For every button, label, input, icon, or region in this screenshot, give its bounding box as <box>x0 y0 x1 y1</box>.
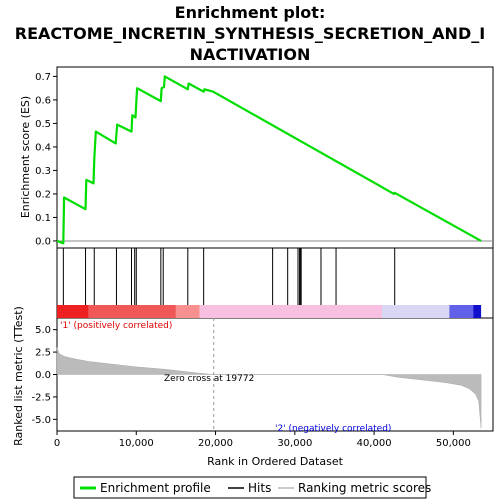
rank-color-band <box>473 305 482 318</box>
rank-color-band <box>199 305 383 318</box>
x-axis: 0 10,000 20,000 30,000 40,000 50,000 <box>54 431 471 449</box>
rank-color-band <box>88 305 176 318</box>
x-tick-label: 30,000 <box>277 438 312 449</box>
x-tick-label: 0 <box>54 438 60 449</box>
x-tick-label: 20,000 <box>198 438 233 449</box>
x-axis-label: Rank in Ordered Dataset <box>207 455 344 468</box>
rank-color-band <box>382 305 450 318</box>
positive-correlation-label: '1' (positively correlated) <box>60 321 172 331</box>
es-y-tick-label: 0.2 <box>35 189 51 200</box>
zero-cross-label: Zero cross at 19772 <box>164 374 254 384</box>
x-tick-label: 10,000 <box>119 438 154 449</box>
es-panel: 0.0 0.1 0.2 0.3 0.4 0.5 0.6 0.7 <box>35 72 493 247</box>
rank-color-band <box>175 305 200 318</box>
ranking-metric-area <box>56 347 482 429</box>
metric-y-tick-label: 5.0 <box>35 325 51 336</box>
enrichment-profile-line <box>56 75 482 245</box>
es-y-tick-label: 0.3 <box>35 166 51 177</box>
metric-y-axis-label: Ranked list metric (TTest) <box>12 306 25 446</box>
chart-title-line-2: REACTOME_INCRETIN_SYNTHESIS_SECRETION_AN… <box>15 24 485 43</box>
chart-title-line-1: Enrichment plot: <box>175 3 326 22</box>
metric-y-tick-label: -5.0 <box>31 415 51 426</box>
rank-color-band <box>449 305 474 318</box>
x-tick-label: 40,000 <box>357 438 392 449</box>
legend-enrichment-label: Enrichment profile <box>100 481 211 495</box>
es-y-tick-label: 0.1 <box>35 213 51 224</box>
metric-y-tick-label: -2.5 <box>31 392 51 403</box>
chart-title-line-3: NACTIVATION <box>190 45 311 64</box>
metric-y-tick-label: 2.5 <box>35 348 51 359</box>
hits-panel <box>57 248 482 318</box>
metric-panel: 5.0 2.5 0.0 -2.5 -5.0 <box>31 318 482 431</box>
legend-hits-label: Hits <box>248 481 271 495</box>
legend-metric-label: Ranking metric scores <box>298 481 431 495</box>
es-y-tick-label: 0.7 <box>35 72 51 83</box>
rank-color-band <box>57 305 89 318</box>
legend-box <box>73 476 427 499</box>
x-tick-label: 50,000 <box>436 438 471 449</box>
legend: Enrichment profile Hits Ranking metric s… <box>73 476 431 499</box>
es-y-tick-label: 0.6 <box>35 95 51 106</box>
es-y-tick-label: 0.5 <box>35 119 51 130</box>
es-y-axis-label: Enrichment score (ES) <box>19 96 32 218</box>
es-y-tick-label: 0.4 <box>35 142 51 153</box>
es-y-tick-label: 0.0 <box>35 236 51 247</box>
negative-correlation-label: '2' (negatively correlated) <box>275 424 391 434</box>
metric-y-tick-label: 0.0 <box>35 370 51 381</box>
